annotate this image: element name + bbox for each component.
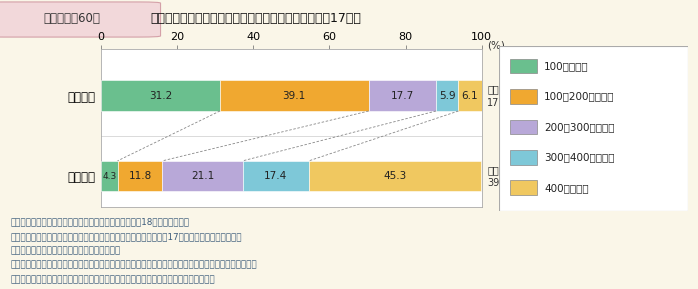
Text: 400万円以上: 400万円以上	[544, 183, 589, 193]
Text: ５．全世帯の年間平均収入については、国民生活基礎調査の平均所得の数値。: ５．全世帯の年間平均収入については、国民生活基礎調査の平均所得の数値。	[10, 275, 215, 284]
Text: 31.2: 31.2	[149, 91, 172, 101]
Text: 6.1: 6.1	[461, 91, 478, 101]
Text: （備考）１．厚生労働省「全国母子世帯等調査」（平成18年）より作成。: （備考）１．厚生労働省「全国母子世帯等調査」（平成18年）より作成。	[10, 218, 190, 227]
Text: 100～200万円未満: 100～200万円未満	[544, 92, 615, 101]
Bar	[101, 80, 220, 111]
Text: 39.1: 39.1	[283, 91, 306, 101]
Text: 11.8: 11.8	[128, 171, 151, 181]
Bar	[459, 80, 482, 111]
Text: 母子世帯・父子世帯の年間就労収入の構成割合（平成17年）: 母子世帯・父子世帯の年間就労収入の構成割合（平成17年）	[150, 12, 361, 25]
Bar	[510, 120, 537, 134]
Text: （平均
398万円）: （平均 398万円）	[487, 165, 524, 187]
Text: ４．「年間平均収入」とは、母子（父子）世帯の、母（父）以外の収入も含む世帯全体の収入。: ４．「年間平均収入」とは、母子（父子）世帯の、母（父）以外の収入も含む世帯全体の…	[10, 261, 257, 270]
Bar	[510, 181, 537, 195]
Bar	[510, 59, 537, 73]
Text: 21.1: 21.1	[191, 171, 214, 181]
Bar	[510, 150, 537, 165]
Text: ２．「平均年間就労収入」とは、母本人又は父本人の平成17年の年間就労収入である。: ２．「平均年間就労収入」とは、母本人又は父本人の平成17年の年間就労収入である。	[10, 232, 242, 241]
Text: （平均
171万円）: （平均 171万円）	[487, 85, 524, 107]
Bar	[117, 161, 163, 191]
Text: 4.3: 4.3	[103, 172, 117, 181]
Bar	[309, 161, 481, 191]
Text: 第１－特－60図: 第１－特－60図	[43, 12, 101, 25]
Text: 45.3: 45.3	[383, 171, 407, 181]
Text: 17.7: 17.7	[391, 91, 414, 101]
Text: 200～300万円未満: 200～300万円未満	[544, 122, 615, 132]
Text: 100万円未満: 100万円未満	[544, 61, 589, 71]
Text: 17.4: 17.4	[265, 171, 288, 181]
Bar	[220, 80, 369, 111]
Bar	[243, 161, 309, 191]
FancyBboxPatch shape	[499, 46, 688, 211]
Text: 5.9: 5.9	[439, 91, 456, 101]
Text: 300～400万円未満: 300～400万円未満	[544, 152, 615, 162]
Bar	[163, 161, 243, 191]
FancyBboxPatch shape	[0, 2, 161, 37]
Bar	[436, 80, 459, 111]
Bar	[369, 80, 436, 111]
Bar	[101, 161, 117, 191]
Text: ３．総数は不詳を除いた数値である。: ３．総数は不詳を除いた数値である。	[10, 246, 121, 255]
Text: (%): (%)	[487, 40, 505, 50]
Bar	[510, 89, 537, 104]
